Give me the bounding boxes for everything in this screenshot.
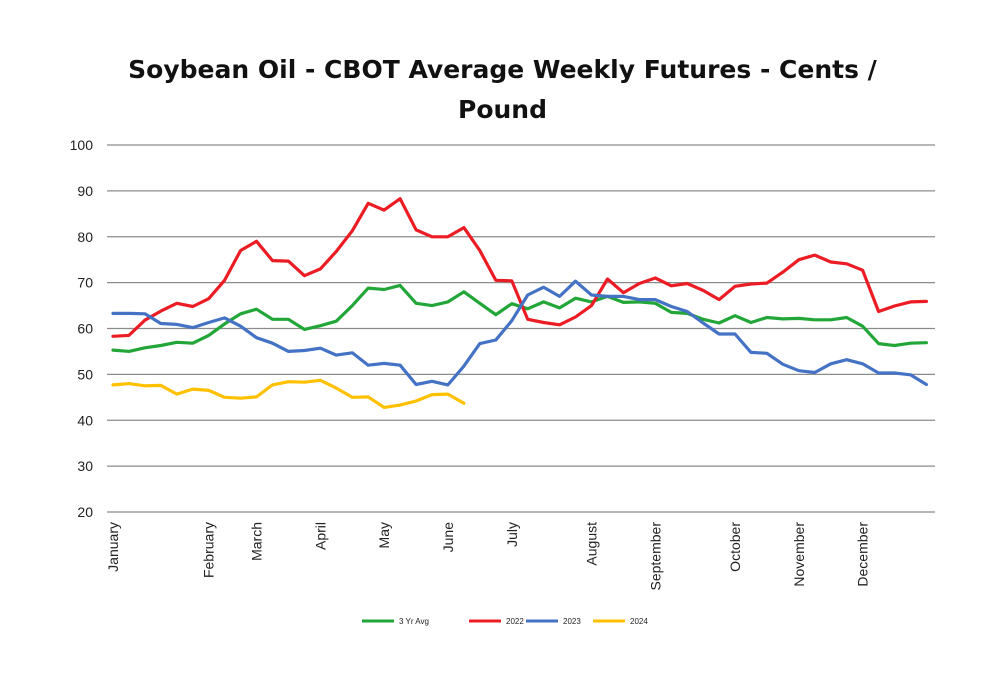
series-line xyxy=(111,378,466,409)
legend: 3 Yr Avg 2022 2023 2024 xyxy=(362,617,648,626)
y-tick-label: 50 xyxy=(77,366,93,382)
chart-title-line-1: Soybean Oil - CBOT Average Weekly Future… xyxy=(128,55,877,84)
x-axis-month-labels: January February March April May June July Augu… xyxy=(105,522,871,591)
x-tick-label: May xyxy=(376,522,392,548)
y-tick-label: 20 xyxy=(77,504,93,520)
y-tick-label: 60 xyxy=(77,321,93,337)
x-tick-label: December xyxy=(855,522,871,587)
y-tick-label: 100 xyxy=(70,137,94,153)
x-tick-label: November xyxy=(791,522,807,587)
legend-label: 2022 xyxy=(506,617,524,626)
y-tick-label: 80 xyxy=(77,229,93,245)
series-line xyxy=(111,279,929,387)
gridlines xyxy=(107,144,935,513)
x-tick-label: October xyxy=(727,522,743,572)
x-tick-label: March xyxy=(249,522,265,561)
chart-title: Soybean Oil - CBOT Average Weekly Future… xyxy=(0,50,1005,130)
y-tick-label: 30 xyxy=(77,458,93,474)
x-tick-label: July xyxy=(504,522,520,547)
x-tick-label: September xyxy=(647,522,663,591)
x-tick-label: August xyxy=(584,522,600,566)
x-tick-label: January xyxy=(105,522,121,572)
x-tick-label: April xyxy=(312,522,328,550)
x-tick-label: June xyxy=(440,522,456,553)
y-tick-label: 90 xyxy=(77,183,93,199)
series-lines xyxy=(111,197,929,409)
legend-label: 2023 xyxy=(563,617,581,626)
y-tick-label: 70 xyxy=(77,275,93,291)
legend-label: 2024 xyxy=(630,617,648,626)
legend-label: 3 Yr Avg xyxy=(399,617,429,626)
series-line xyxy=(111,197,929,338)
series-line xyxy=(111,283,929,353)
y-axis-ticks: 100 90 80 70 60 50 40 30 20 xyxy=(70,137,94,520)
chart-title-line-2: Pound xyxy=(458,95,547,124)
y-tick-label: 40 xyxy=(77,412,93,428)
x-tick-label: February xyxy=(201,522,217,578)
